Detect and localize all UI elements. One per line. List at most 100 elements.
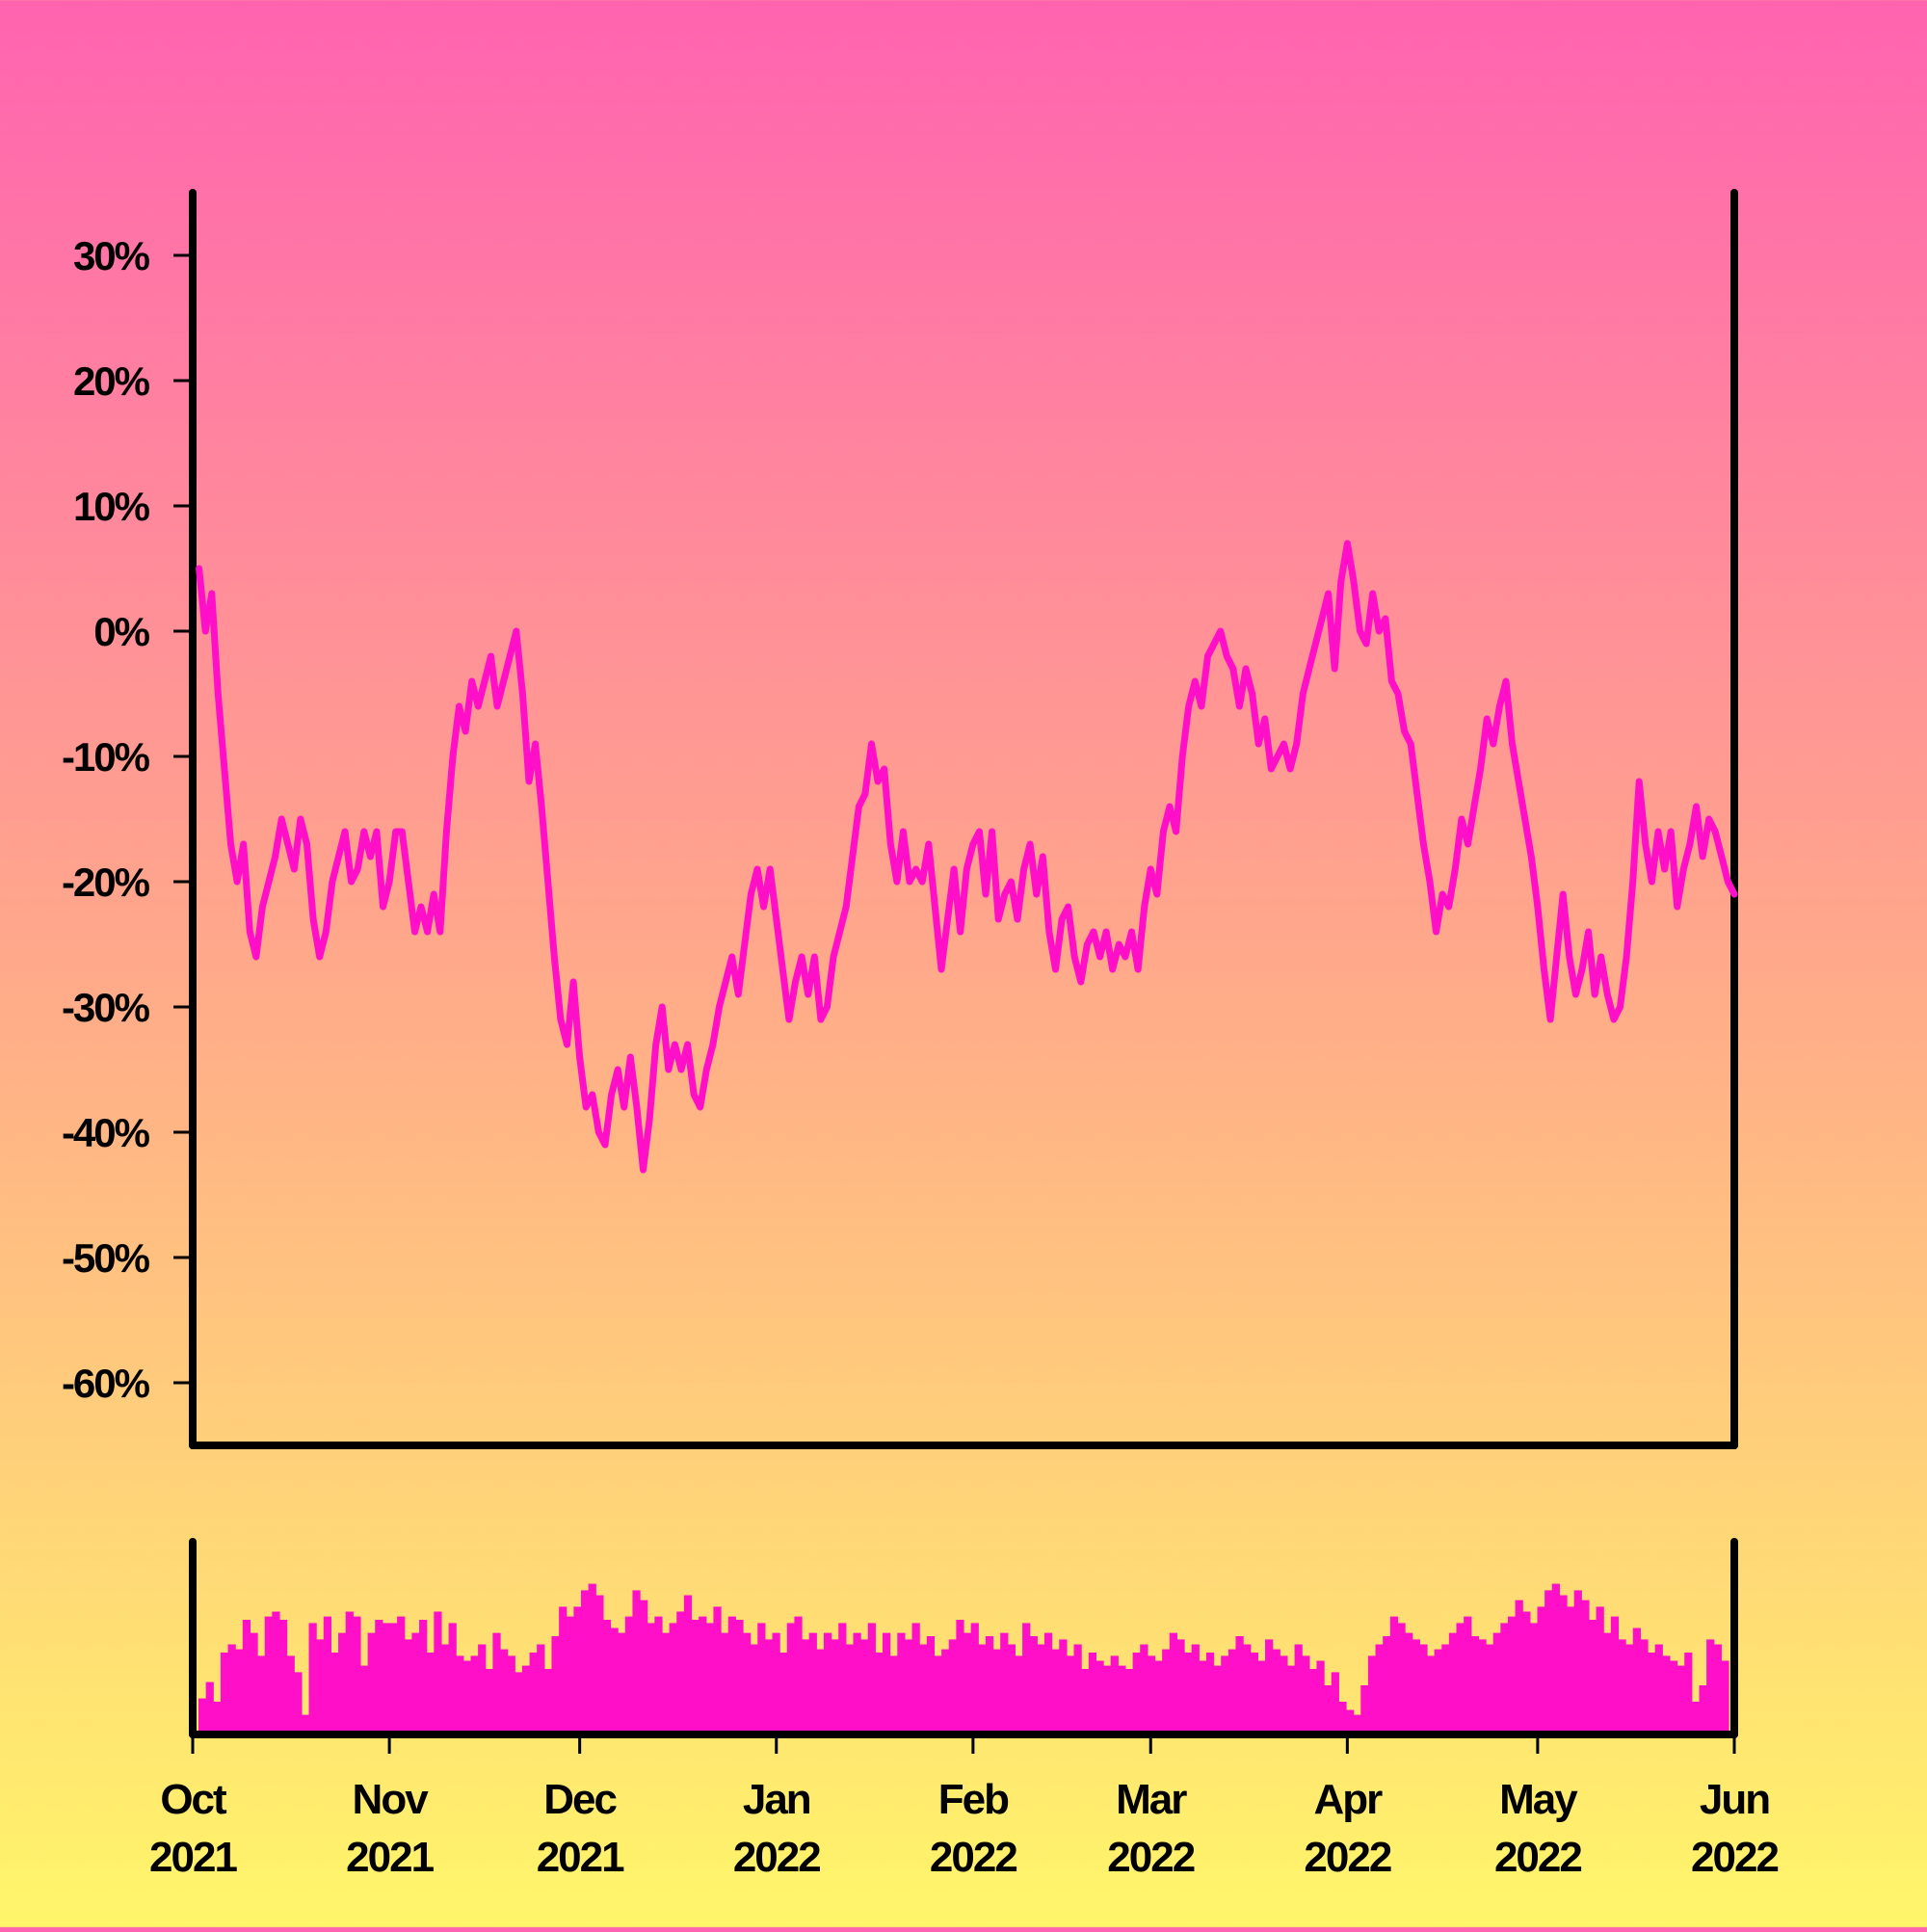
volume-bar (1191, 1644, 1200, 1734)
volume-bar (470, 1655, 479, 1734)
volume-bar (727, 1616, 736, 1734)
volume-bar (1316, 1660, 1325, 1734)
volume-bar (764, 1639, 774, 1734)
y-tick-label: -30% (62, 985, 150, 1030)
volume-bar (1360, 1685, 1369, 1734)
volume-bar (1456, 1623, 1465, 1734)
y-tick-label: 10% (73, 484, 150, 529)
volume-bar (786, 1623, 795, 1734)
volume-bar (1235, 1636, 1244, 1734)
volume-bar (308, 1623, 317, 1734)
volume-bar (1441, 1644, 1450, 1734)
volume-bar (411, 1632, 420, 1734)
volume-bar (1213, 1665, 1222, 1734)
volume-bar (1676, 1665, 1685, 1734)
volume-bar (1227, 1649, 1237, 1734)
volume-bar (1302, 1655, 1310, 1734)
volume-bar (1654, 1644, 1663, 1734)
volume-bar (1162, 1649, 1171, 1734)
volume-bar (330, 1653, 339, 1734)
volume-bar (566, 1616, 574, 1734)
volume-bar (721, 1632, 729, 1734)
volume-bar (1721, 1660, 1729, 1734)
volume-bar (515, 1672, 523, 1734)
volume-bar (1434, 1649, 1442, 1734)
volume-bar (507, 1655, 515, 1734)
main-axes (189, 189, 1738, 1449)
volume-bar (883, 1632, 891, 1734)
volume-bar (1389, 1616, 1399, 1734)
volume-bar (264, 1616, 273, 1734)
volume-bar (985, 1636, 994, 1734)
volume-bar (1596, 1606, 1604, 1734)
volume-bar (860, 1639, 869, 1734)
volume-bar (1567, 1606, 1575, 1734)
volume-bar (889, 1655, 898, 1734)
volume-bar (1573, 1590, 1582, 1734)
volume-bar (1478, 1639, 1487, 1734)
volume-bar (1713, 1644, 1722, 1734)
volume-bar (375, 1620, 383, 1734)
volume-bar (1095, 1660, 1104, 1734)
volume-bar (713, 1606, 722, 1734)
volume-bar (1184, 1653, 1193, 1734)
x-tick-label-year: 2022 (1304, 1834, 1390, 1881)
volume-bar (581, 1590, 590, 1734)
volume-bar (1486, 1644, 1494, 1734)
volume-bar (521, 1665, 531, 1734)
volume-bar (1426, 1655, 1436, 1734)
volume-bar (1243, 1644, 1252, 1734)
volume-bar (1419, 1644, 1428, 1734)
x-tick-label-year: 2022 (1494, 1834, 1581, 1881)
volume-bar (934, 1655, 942, 1734)
x-tick-label-month: Nov (353, 1776, 430, 1823)
volume-bar (816, 1649, 825, 1734)
volume-bar (559, 1606, 568, 1734)
x-tick-label-year: 2021 (149, 1834, 237, 1881)
volume-bar (588, 1583, 596, 1734)
volume-bar (1537, 1606, 1545, 1734)
volume-bar (1346, 1709, 1355, 1734)
volume-bar (1706, 1639, 1715, 1734)
volume-bar (948, 1639, 957, 1734)
volume-bar (301, 1714, 310, 1734)
volume-bar (316, 1639, 325, 1734)
volume-bar (367, 1632, 376, 1734)
volume-bar (618, 1632, 626, 1734)
x-tick-label-month: Mar (1116, 1776, 1187, 1823)
volume-bar (345, 1611, 354, 1734)
volume-bar (699, 1616, 707, 1734)
volume-bar (978, 1644, 987, 1734)
volume-bar (1603, 1632, 1612, 1734)
volume-bar (904, 1639, 913, 1734)
volume-bar (257, 1655, 266, 1734)
volume-bar (1059, 1639, 1068, 1734)
y-tick-label: 30% (73, 233, 150, 278)
volume-bar (992, 1649, 1001, 1734)
volume-bar (1154, 1660, 1163, 1734)
x-tick-label-year: 2021 (346, 1834, 434, 1881)
volume-bar (1529, 1623, 1539, 1734)
volume-bar (1272, 1649, 1280, 1734)
volume-bar (970, 1623, 979, 1734)
volume-bar (278, 1620, 288, 1734)
volume-bar (1618, 1639, 1626, 1734)
volume-bar (492, 1632, 501, 1734)
x-tick-label-month: May (1499, 1776, 1578, 1823)
x-tick-label-month: Jun (1700, 1776, 1769, 1823)
volume-bar (1648, 1653, 1656, 1734)
x-tick-label-year: 2022 (1107, 1834, 1194, 1881)
volume-bar (1199, 1660, 1207, 1734)
volume-bar (911, 1623, 920, 1734)
volume-bar (602, 1620, 612, 1734)
volume-bar (831, 1639, 839, 1734)
volume-bar (640, 1600, 648, 1734)
y-tick-label: -20% (62, 860, 150, 905)
volume-bar (1492, 1632, 1501, 1734)
volume-bar (941, 1649, 950, 1734)
volume-bar (1412, 1639, 1420, 1734)
volume-bar (808, 1632, 817, 1734)
x-tick-label-month: Feb (938, 1776, 1009, 1823)
volume-bar (537, 1644, 545, 1734)
volume-bar (1081, 1669, 1090, 1734)
